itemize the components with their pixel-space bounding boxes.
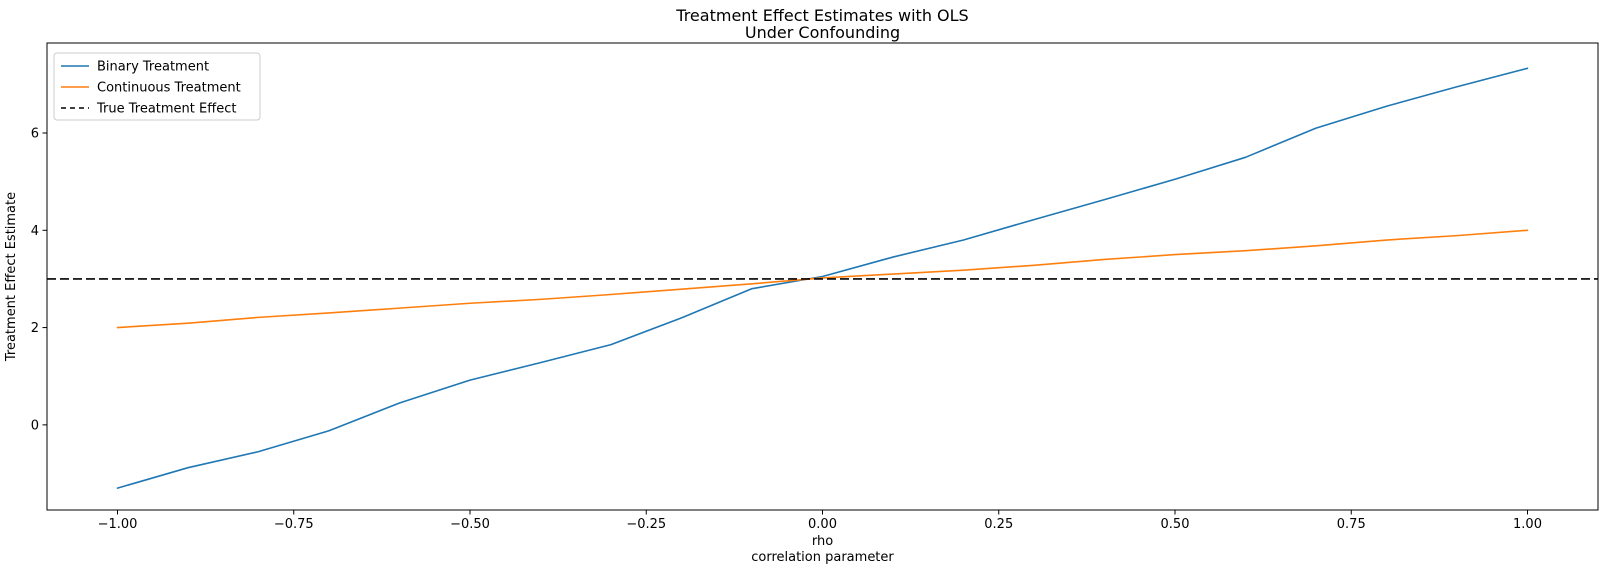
x-tick-label: 1.00 [1513, 517, 1542, 532]
chart-title-line-2: Under Confounding [744, 23, 901, 42]
legend-label-true-treatment-effect: True Treatment Effect [96, 102, 236, 117]
x-tick-label: 0.25 [984, 517, 1013, 532]
x-axis-label-line-1: rho [811, 534, 834, 549]
legend-label-binary-treatment: Binary Treatment [97, 60, 209, 75]
chart-title: Treatment Effect Estimates with OLS Unde… [47, 7, 1598, 41]
y-axis-label: Treatment Effect Estimate [4, 192, 19, 362]
x-tick-label: 0.50 [1161, 517, 1190, 532]
y-tick-label: 4 [31, 224, 39, 239]
y-tick-label: 2 [31, 321, 39, 336]
chart-title-line-1: Treatment Effect Estimates with OLS [676, 6, 969, 25]
legend-label-continuous-treatment: Continuous Treatment [97, 81, 241, 96]
x-tick-label: −0.75 [274, 517, 314, 532]
legend-box [53, 52, 261, 121]
y-tick-label: 0 [31, 418, 39, 433]
continuous-treatment-line [116, 229, 1529, 329]
x-axis-label-line-2: correlation parameter [751, 549, 894, 565]
binary-treatment-line [116, 67, 1529, 489]
x-tick-label: −1.00 [98, 517, 138, 532]
x-tick-label: 0.00 [808, 517, 837, 532]
x-tick-label: −0.25 [626, 517, 666, 532]
x-axis-label: rho correlation parameter [47, 534, 1598, 565]
x-tick-label: 0.75 [1337, 517, 1366, 532]
y-tick-label: 6 [31, 126, 39, 141]
x-tick-label: −0.50 [450, 517, 490, 532]
